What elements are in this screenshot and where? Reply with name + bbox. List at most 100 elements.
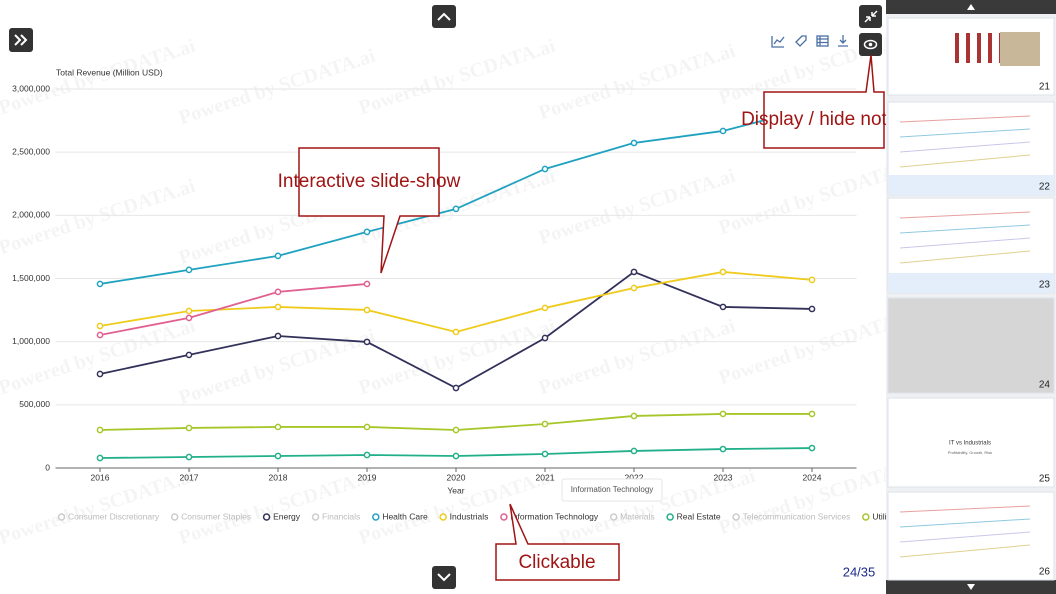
legend-item[interactable]: Health Care <box>372 511 428 521</box>
data-point <box>363 423 371 431</box>
slide-thumbnail[interactable]: 21 <box>887 17 1055 96</box>
data-point <box>363 228 371 236</box>
y-tick-label: 2,000,000 <box>12 210 50 220</box>
x-tick-label: 2017 <box>180 472 199 482</box>
legend-marker <box>372 513 380 521</box>
legend-label: Health Care <box>382 511 428 521</box>
slide-thumbnail[interactable]: 22 <box>887 101 1055 196</box>
x-tick-label: 2019 <box>358 472 377 482</box>
prev-slide-button[interactable] <box>432 5 456 28</box>
y-tick-label: 2,500,000 <box>12 146 50 156</box>
legend-item[interactable]: Materials <box>609 511 655 521</box>
legend-item[interactable]: Real Estate <box>666 511 721 521</box>
data-point <box>808 444 816 452</box>
data-point <box>719 410 727 418</box>
download-icon[interactable] <box>838 35 848 47</box>
x-tick-label: 2016 <box>91 472 110 482</box>
thumbnail-frame <box>887 397 1055 488</box>
thumbnail-number: 26 <box>1039 567 1051 578</box>
data-point <box>363 451 371 459</box>
data-point <box>274 288 282 296</box>
legend-marker <box>862 513 870 521</box>
data-point <box>185 314 193 322</box>
legend-item[interactable]: Consumer Discretionary <box>57 511 160 521</box>
thumbnail-sketch <box>899 154 1031 168</box>
data-point <box>630 447 638 455</box>
thumbnail-bricks <box>1000 32 1040 66</box>
data-point <box>452 328 460 336</box>
data-point <box>452 384 460 392</box>
data-point <box>630 412 638 420</box>
y-tick-label: 1,000,000 <box>12 336 50 346</box>
legend-marker <box>732 513 740 521</box>
legend-label: Telecommunication Services <box>743 511 851 521</box>
data-point <box>541 450 549 458</box>
x-tick-label: 2022 <box>625 472 644 482</box>
thumbnail-sketch <box>899 211 1031 219</box>
x-tick-label: 2021 <box>536 472 555 482</box>
data-point <box>185 453 193 461</box>
legend-marker <box>262 513 271 521</box>
x-tick-label: 2023 <box>714 472 733 482</box>
legend-item[interactable]: Telecommunication Services <box>732 511 851 521</box>
x-tick-label: 2020 <box>447 472 466 482</box>
line-chart-icon[interactable] <box>771 36 785 48</box>
data-point <box>185 266 193 274</box>
tag-icon[interactable] <box>795 35 807 47</box>
data-point <box>185 424 193 432</box>
data-point <box>808 276 816 284</box>
data-point <box>541 165 549 173</box>
callout-text: Clickable <box>518 552 595 573</box>
notes-toggle-button[interactable] <box>859 33 882 56</box>
data-point <box>363 280 371 288</box>
watermark: Powered by SCDATA.ai <box>536 315 738 399</box>
legend-item[interactable]: Consumer Staples <box>170 511 251 521</box>
data-point <box>96 280 104 288</box>
legend-item[interactable]: Energy <box>262 511 301 521</box>
legend-marker <box>439 513 447 521</box>
watermark: Powered by SCDATA.ai <box>176 45 378 129</box>
thumbnail-sketch <box>899 250 1031 264</box>
data-point <box>630 284 638 292</box>
data-point <box>96 322 104 330</box>
legend-item[interactable]: Industrials <box>439 511 488 521</box>
slide-thumbnail[interactable]: 26 <box>887 491 1055 581</box>
thumbnail-sketch <box>899 128 1031 138</box>
legend-marker <box>57 513 66 521</box>
expand-button[interactable] <box>9 28 33 52</box>
data-point <box>808 410 816 418</box>
y-tick-label: 3,000,000 <box>12 83 50 93</box>
legend-marker <box>311 513 320 521</box>
thumbnail-number: 24 <box>1039 380 1051 391</box>
tooltip-text: Information Technology <box>571 485 654 494</box>
data-point <box>96 370 104 378</box>
data-point <box>363 338 371 346</box>
legend-marker <box>170 513 179 521</box>
data-point <box>452 426 460 434</box>
collapse-button[interactable] <box>859 5 882 28</box>
data-point <box>185 351 193 359</box>
thumbnail-sketch <box>899 544 1031 558</box>
legend-item[interactable]: Information Technology <box>500 511 599 521</box>
table-icon[interactable] <box>816 35 829 47</box>
slide-thumbnail[interactable]: IT vs Industrials Profitability, Growth, … <box>887 397 1055 488</box>
data-point <box>96 331 104 339</box>
data-point <box>96 426 104 434</box>
data-point <box>808 305 816 313</box>
slide-thumbnail[interactable]: 24 <box>887 297 1055 394</box>
legend-item[interactable]: Financials <box>311 511 361 521</box>
series-line <box>99 283 368 336</box>
tooltip: Information Technology <box>561 478 663 502</box>
thumbnail-sketch <box>899 224 1031 234</box>
slide-thumbnail[interactable]: 23 <box>887 197 1055 294</box>
thumbnail-figure <box>977 33 981 63</box>
next-slide-button[interactable] <box>432 566 456 589</box>
data-point <box>452 205 460 213</box>
thumbnail-frame <box>887 491 1055 581</box>
legend-label: Consumer Discretionary <box>68 511 160 521</box>
thumbnail-figure <box>955 33 959 63</box>
legend-marker <box>500 513 508 521</box>
data-point <box>96 454 104 462</box>
thumbnail-frame <box>887 297 1055 394</box>
